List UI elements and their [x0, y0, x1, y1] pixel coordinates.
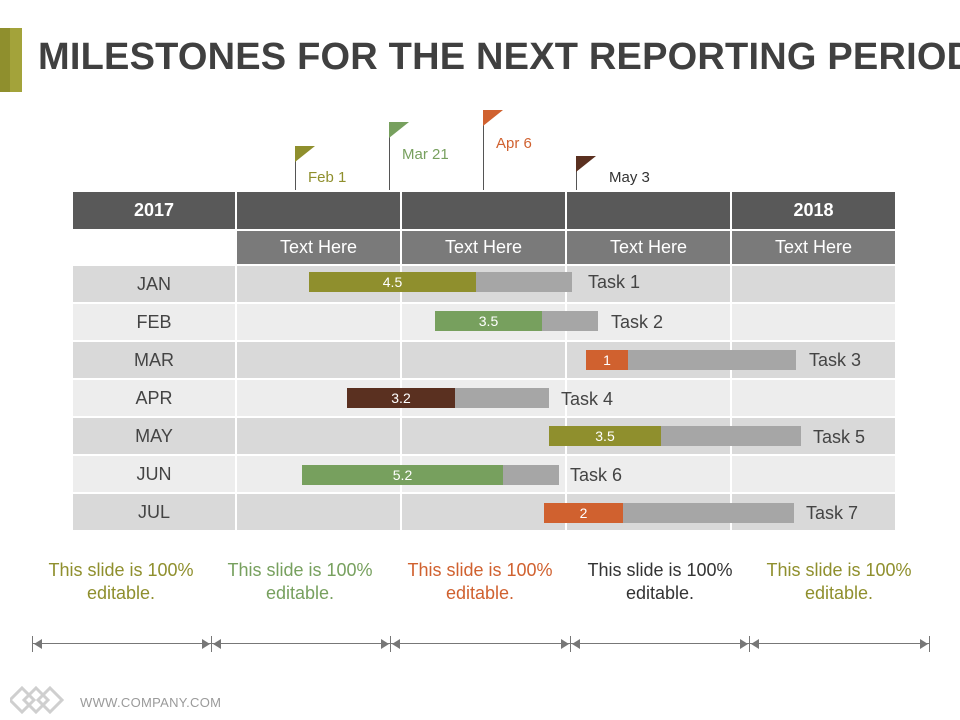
title-accent-bar-inner [10, 28, 22, 92]
year-start: 2017 [71, 190, 237, 231]
table-row: MAY [71, 416, 897, 456]
task-label: Task 4 [561, 389, 614, 409]
month-label: MAR [71, 340, 237, 380]
month-label: JUN [71, 454, 237, 494]
column-header: Text Here [565, 229, 732, 266]
month-label: JAN [71, 264, 237, 304]
task-bar-7: 2 [544, 503, 794, 523]
page-title: MILESTONES FOR THE NEXT REPORTING PERIOD [38, 36, 960, 78]
milestone-label-0: Feb 1 [308, 169, 347, 186]
task-label: Task 3 [809, 350, 862, 370]
footer-url: WWW.COMPANY.COM [80, 695, 222, 710]
flag-icon [576, 156, 596, 172]
note-text: This slide is 100% editable. [48, 560, 194, 603]
task-bar-value: 5.2 [302, 465, 503, 485]
task-bar-2: 3.5 [435, 311, 598, 331]
column-header: Text Here [235, 229, 402, 266]
task-bar-4: 3.2 [347, 388, 549, 408]
task-bar-value: 1 [586, 350, 628, 370]
task-label: Task 6 [570, 465, 623, 485]
task-label: Task 7 [806, 503, 859, 523]
note-text: This slide is 100% editable. [587, 560, 733, 603]
year-header-row: 2017 2018 [71, 190, 897, 231]
year-end: 2018 [730, 190, 897, 231]
milestone-label-2: Apr 6 [496, 135, 532, 152]
schedule-table: 2017 2018 Text Here Text Here Text Here … [71, 190, 897, 532]
flag-icon [389, 122, 409, 138]
task-bar-3: 1 [586, 350, 796, 370]
month-label: APR [71, 378, 237, 418]
task-bar-5: 3.5 [549, 426, 801, 446]
column-header: Text Here [400, 229, 567, 266]
task-bar-value: 4.5 [309, 272, 476, 292]
note-text: This slide is 100% editable. [227, 560, 373, 603]
column-header: Text Here [730, 229, 897, 266]
task-bar-value: 3.2 [347, 388, 455, 408]
task-bar-1: 4.5 [309, 272, 572, 292]
task-bar-value: 2 [544, 503, 623, 523]
flag-icon [295, 146, 315, 162]
task-label: Task 1 [588, 272, 641, 292]
task-bar-value: 3.5 [435, 311, 542, 331]
note-text: This slide is 100% editable. [766, 560, 912, 603]
milestone-label-3: May 3 [609, 169, 650, 186]
note-text: This slide is 100% editable. [407, 560, 553, 603]
table-row: FEB [71, 302, 897, 342]
table-row: JAN [71, 264, 897, 304]
flag-icon [483, 110, 503, 126]
month-label: MAY [71, 416, 237, 456]
column-header-row: Text Here Text Here Text Here Text Here [71, 229, 897, 266]
company-logo-icon [10, 686, 65, 715]
month-label: FEB [71, 302, 237, 342]
milestone-label-1: Mar 21 [402, 146, 449, 163]
month-label: JUL [71, 492, 237, 532]
task-label: Task 5 [813, 427, 866, 447]
task-label: Task 2 [611, 312, 664, 332]
task-bar-value: 3.5 [549, 426, 661, 446]
task-bar-6: 5.2 [302, 465, 559, 485]
